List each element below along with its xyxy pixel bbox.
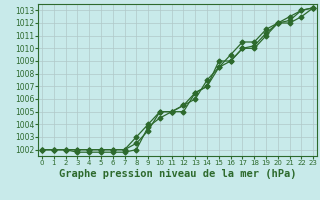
X-axis label: Graphe pression niveau de la mer (hPa): Graphe pression niveau de la mer (hPa) xyxy=(59,169,296,179)
